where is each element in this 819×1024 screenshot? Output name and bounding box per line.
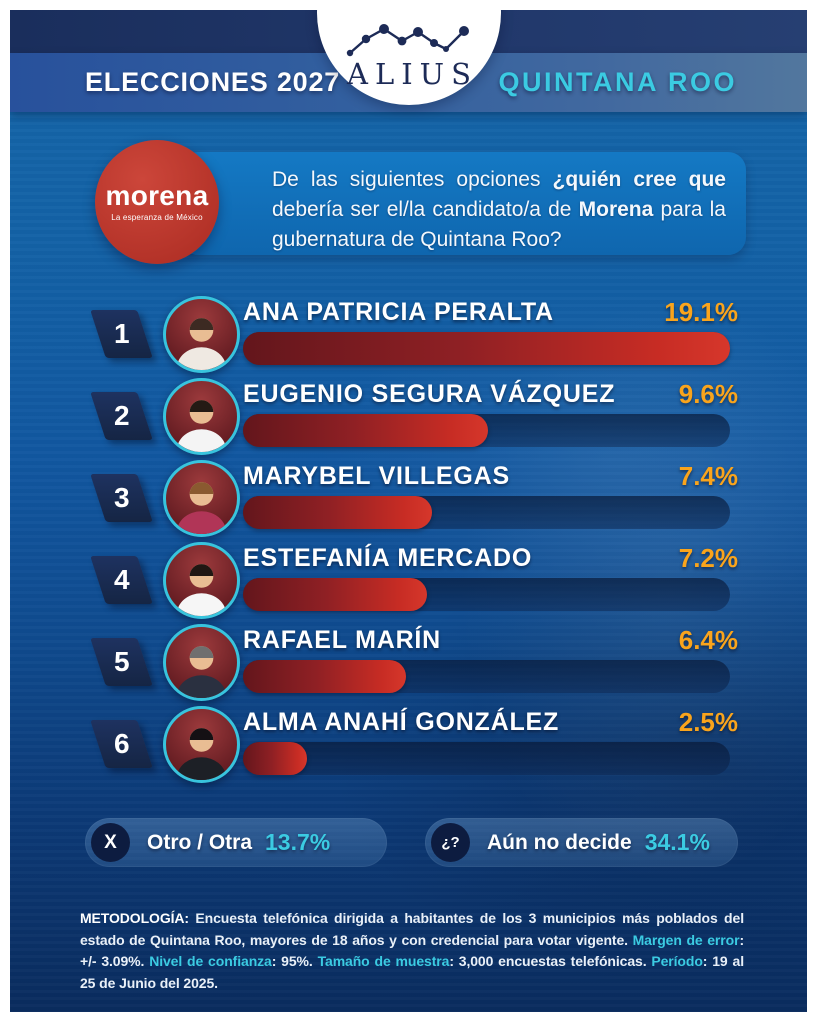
morena-logo-name: morena: [105, 180, 209, 211]
candidate-row: 4 ESTEFANÍA MERCADO 7.2%: [90, 540, 738, 622]
methodology-segment: Período: [651, 953, 703, 970]
candidate-percentage: 19.1%: [664, 297, 738, 327]
rank-plate: 2: [90, 392, 153, 440]
question-part-bold: Morena: [578, 198, 654, 222]
methodology-segment: Encuesta telefónica dirigida a habitante…: [80, 910, 744, 948]
rank-number: 1: [113, 318, 130, 349]
person-silhouette-icon: [176, 482, 227, 534]
candidate-percentage: 9.6%: [678, 379, 738, 409]
candidate-row: 3 MARYBEL VILLEGAS 7.4%: [90, 458, 738, 540]
rank-number: 3: [113, 482, 130, 513]
methodology-segment: : 95%.: [271, 953, 318, 970]
methodology-segment: : +/- 3.09%.: [80, 931, 744, 970]
rank-number: 6: [113, 728, 130, 759]
methodology-text: METODOLOGÍA: Encuesta telefónica dirigid…: [80, 908, 744, 995]
candidate-percentage: 7.2%: [678, 543, 738, 573]
rank-plate: 3: [90, 474, 153, 522]
title-band: ELECCIONES 2027 QUINTANA ROO: [10, 53, 807, 112]
constellation-icon: [346, 24, 469, 57]
question-part: para la gubernatura de Quintana Roo?: [272, 198, 726, 252]
question-part: De las siguientes opciones: [272, 168, 553, 191]
candidate-percentage: 7.4%: [678, 461, 738, 491]
person-silhouette-icon: [176, 646, 227, 698]
rank-number: 2: [113, 400, 130, 431]
undecided-percentage: 34.1%: [644, 829, 710, 855]
rank-number: 5: [113, 646, 130, 677]
result-bar: [243, 332, 730, 365]
state-title: QUINTANA ROO: [498, 67, 737, 97]
other-option-pill: X Otro / Otra 13.7%: [85, 818, 387, 867]
rank-plate: 5: [90, 638, 153, 686]
question-part: debería ser el/la candidato/a de: [272, 198, 579, 222]
result-bar: [243, 496, 432, 529]
candidate-avatar: [163, 460, 240, 537]
candidate-percentage: 2.5%: [678, 707, 738, 737]
undecided-label: Aún no decide: [487, 830, 632, 854]
bar-track: [243, 332, 730, 365]
person-silhouette-icon: [176, 728, 227, 780]
result-bar: [243, 414, 488, 447]
results-list: 1 ANA PATRICIA PERALTA 19.1% 2: [90, 294, 738, 786]
methodology-segment: Margen de error: [632, 931, 740, 948]
election-title: ELECCIONES 2027: [85, 67, 341, 97]
bar-track: [243, 496, 730, 529]
candidate-name: ALMA ANAHÍ GONZÁLEZ: [243, 708, 560, 736]
bar-track: [243, 414, 730, 447]
methodology-segment: METODOLOGÍA:: [80, 910, 196, 926]
candidate-name: ESTEFANÍA MERCADO: [243, 544, 533, 572]
rank-plate: 4: [90, 556, 153, 604]
morena-logo: morena La esperanza de México: [95, 140, 219, 264]
candidate-name: ANA PATRICIA PERALTA: [243, 298, 554, 326]
question-mark-icon: ¿?: [431, 823, 470, 862]
rank-plate: 1: [90, 310, 153, 358]
undecided-pill: ¿? Aún no decide 34.1%: [425, 818, 738, 867]
candidate-avatar: [163, 296, 240, 373]
poll-question: De las siguientes opciones ¿quién cree q…: [180, 152, 746, 255]
x-icon: X: [91, 823, 130, 862]
question-part-bold: ¿quién cree que: [552, 168, 726, 191]
result-bar: [243, 742, 307, 775]
person-silhouette-icon: [176, 318, 227, 370]
candidate-row: 1 ANA PATRICIA PERALTA 19.1%: [90, 294, 738, 376]
candidate-row: 5 RAFAEL MARÍN 6.4%: [90, 622, 738, 704]
candidate-row: 2 EUGENIO SEGURA VÁZQUEZ 9.6%: [90, 376, 738, 458]
methodology-segment: Tamaño de muestra: [317, 953, 450, 970]
other-option-percentage: 13.7%: [265, 829, 331, 855]
poster-canvas: ELECCIONES 2027 QUINTANA ROO ALIUS moren…: [10, 10, 807, 1012]
candidate-avatar: [163, 706, 240, 783]
rank-number: 4: [113, 564, 130, 595]
result-bar: [243, 660, 407, 693]
morena-logo-tagline: La esperanza de México: [111, 213, 203, 222]
bar-track: [243, 660, 730, 693]
brand-badge: ALIUS: [317, 10, 501, 105]
person-silhouette-icon: [176, 400, 227, 452]
person-silhouette-icon: [176, 564, 227, 616]
rank-plate: 6: [90, 720, 153, 768]
methodology-segment: Nivel de confianza: [149, 953, 272, 970]
candidate-avatar: [163, 624, 240, 701]
candidate-avatar: [163, 378, 240, 455]
methodology-segment: : 3,000 encuestas telefónicas.: [449, 953, 652, 970]
methodology-segment: : 19 al 25 de Junio del 2025.: [80, 953, 744, 992]
brand-name: ALIUS: [347, 57, 478, 91]
candidate-percentage: 6.4%: [678, 625, 738, 655]
candidate-name: MARYBEL VILLEGAS: [243, 462, 510, 490]
bar-track: [243, 578, 730, 611]
candidate-name: EUGENIO SEGURA VÁZQUEZ: [243, 380, 616, 408]
result-bar: [243, 578, 427, 611]
bar-track: [243, 742, 730, 775]
candidate-name: RAFAEL MARÍN: [243, 626, 442, 654]
other-option-label: Otro / Otra: [147, 830, 253, 854]
candidate-avatar: [163, 542, 240, 619]
candidate-row: 6 ALMA ANAHÍ GONZÁLEZ 2.5%: [90, 704, 738, 786]
